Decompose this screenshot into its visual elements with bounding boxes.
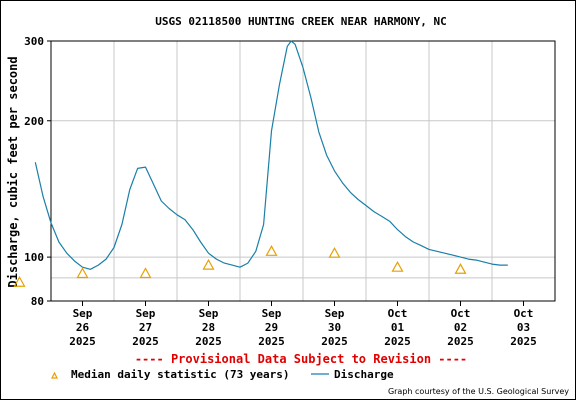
x-tick-year: 2025 — [447, 335, 474, 348]
legend-median-label: Median daily statistic (73 years) — [71, 368, 290, 381]
median-point — [454, 263, 467, 274]
x-tick-year: 2025 — [321, 335, 348, 348]
y-axis-label: Discharge, cubic feet per second — [6, 56, 20, 287]
x-tick-month: Oct — [388, 307, 408, 320]
y-axis-ticks: 80 100 200 300 — [24, 35, 51, 308]
credit-text: Graph courtesy of the U.S. Geological Su… — [388, 387, 569, 396]
median-point — [13, 276, 26, 287]
median-point — [391, 260, 404, 272]
x-tick-year: 2025 — [384, 335, 411, 348]
x-tick-month: Sep — [73, 307, 93, 320]
x-tick-day: 01 — [391, 321, 405, 334]
y-tick-label: 200 — [24, 115, 44, 128]
discharge-series-line — [34, 40, 508, 270]
plot-area — [50, 40, 556, 302]
x-tick-day: 28 — [202, 321, 215, 334]
grid — [51, 41, 555, 301]
legend-triangle-icon — [51, 371, 58, 379]
x-tick-month: Oct — [451, 307, 471, 320]
x-tick-day: 30 — [328, 321, 341, 334]
x-tick-year: 2025 — [258, 335, 285, 348]
median-point — [265, 245, 278, 256]
median-point — [139, 267, 152, 279]
y-tick-label: 100 — [24, 251, 44, 264]
x-tick-year: 2025 — [510, 335, 537, 348]
x-tick-day: 26 — [76, 321, 90, 334]
x-tick-month: Sep — [262, 307, 282, 320]
median-point — [202, 258, 215, 270]
series-layer — [13, 40, 508, 287]
x-tick-day: 02 — [454, 321, 467, 334]
x-tick-month: Sep — [136, 307, 156, 320]
x-tick-year: 2025 — [69, 335, 96, 348]
legend-discharge-label: Discharge — [334, 368, 394, 381]
x-tick-day: 29 — [265, 321, 278, 334]
y-tick-label: 80 — [31, 295, 44, 308]
chart-title: USGS 02118500 HUNTING CREEK NEAR HARMONY… — [155, 15, 446, 28]
y-tick-label: 300 — [24, 35, 44, 48]
legend: Median daily statistic (73 years) Discha… — [51, 368, 394, 381]
provisional-notice: ---- Provisional Data Subject to Revisio… — [135, 352, 467, 366]
median-point — [76, 267, 89, 279]
x-tick-month: Oct — [514, 307, 534, 320]
x-tick-month: Sep — [199, 307, 219, 320]
x-axis-ticks: Sep262025Sep272025Sep282025Sep292025Sep3… — [69, 301, 537, 348]
x-tick-year: 2025 — [195, 335, 222, 348]
median-point — [328, 246, 341, 258]
x-tick-month: Sep — [325, 307, 345, 320]
x-tick-day: 03 — [517, 321, 530, 334]
x-tick-day: 27 — [139, 321, 152, 334]
x-tick-year: 2025 — [132, 335, 159, 348]
